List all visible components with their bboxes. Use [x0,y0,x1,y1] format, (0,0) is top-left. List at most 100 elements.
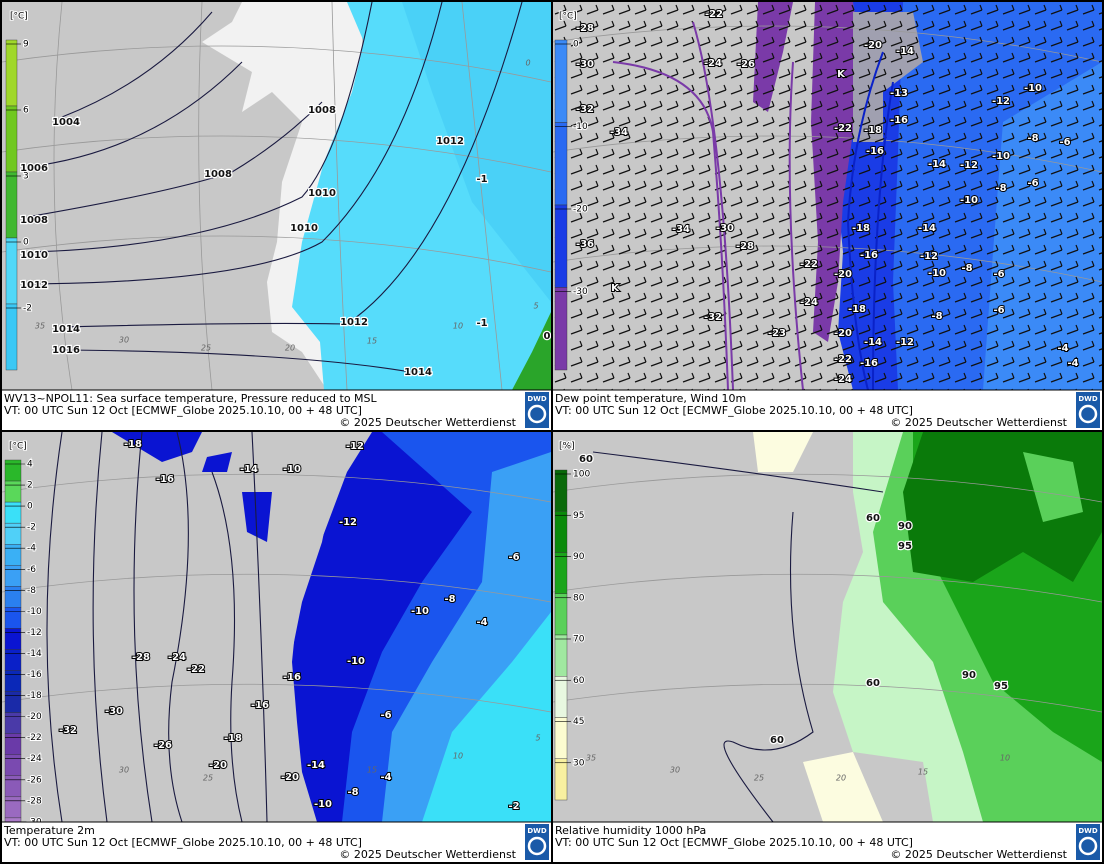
caption-area [2,822,551,862]
legend-label: 45 [573,717,584,727]
contour-label: -10 [1024,83,1042,94]
contour-label: -8 [931,311,942,322]
caption-time: VT: 00 UTC Sun 12 Oct [ECMWF_Globe 2025.… [555,836,913,849]
contour-label: -22 [834,354,852,365]
map-panel: 3530252015106060909560909560[%]100959080… [553,432,1102,862]
contour-label: -26 [737,59,755,70]
contour-label: -2 [508,801,519,812]
contour-label: 0 [544,331,551,342]
legend-label: -18 [27,691,42,701]
legend-label: -14 [27,649,42,659]
contour-label: 1008 [308,105,336,116]
contour-label: -16 [866,146,884,157]
graticule [2,473,551,713]
legend-label: -28 [27,796,42,806]
contour-label: -6 [993,305,1004,316]
legend-swatch [554,287,568,371]
legend-label: -8 [27,586,36,596]
legend-swatch [5,105,18,173]
contour-label: 1012 [20,280,48,291]
legend-swatch [5,171,18,239]
legend-swatch [554,122,568,206]
legend-label: 100 [573,470,590,480]
legend-swatch [4,480,22,503]
contour-label: -34 [672,224,690,235]
contour-label: -20 [209,760,227,771]
legend-swatch [4,586,22,608]
legend-label: -20 [27,712,42,722]
contour-label: -4 [1067,358,1078,369]
legend-swatch [4,691,22,713]
contour-label: -4 [380,772,391,783]
contour-label: 1004 [52,117,80,128]
legend-unit: [°C] [10,12,28,22]
contour-label: -20 [864,40,882,51]
legend-label: 6 [23,106,29,116]
logo-mark [527,836,547,856]
grid-label: 20 [285,344,295,353]
legend-swatch [554,511,568,553]
contour-label: -14 [307,760,325,771]
contour-label: -24 [834,374,852,385]
contour-label: -34 [610,127,628,138]
legend-swatch [4,649,22,671]
caption-title: Dew point temperature, Wind 10m [555,392,746,405]
contour-label: -22 [705,9,723,20]
legend-swatch [4,796,22,819]
contour-label: -8 [1027,133,1038,144]
legend-label: -2 [23,304,32,314]
land [753,432,883,822]
grid-label: 20 [285,774,295,783]
isobar [26,2,523,375]
contour-label: -32 [704,312,722,323]
legend-label: -6 [27,565,36,575]
contour-label: -12 [960,160,978,171]
contour-label: 1006 [20,163,48,174]
legend-swatch [4,544,22,566]
contour-label: -10 [960,195,978,206]
contour-label: -24 [168,652,186,663]
contour-label: -30 [716,223,734,234]
isotherm [846,51,894,391]
contour-label: -12 [992,96,1010,107]
legend-swatch [4,501,22,524]
legend-unit: [°C] [9,442,27,452]
legend-swatch [4,733,22,755]
contour-label: 95 [994,681,1008,692]
legend-swatch [5,237,18,305]
temperature-field [422,612,551,822]
grid-label: 10 [453,322,463,331]
contour-label: 1008 [204,169,232,180]
grid-label: 30 [119,336,129,345]
contour-label: -26 [154,740,172,751]
contour-label: -32 [59,725,77,736]
legend-swatch [554,552,568,594]
contour-label: -14 [864,337,882,348]
caption-area [2,390,551,430]
contour-label: -30 [105,706,123,717]
contour-label: K [837,69,846,80]
legend-label: 95 [573,511,584,521]
contour-label: -20 [834,328,852,339]
contour-label: -10 [928,268,946,279]
grid-label: 0 [525,59,530,68]
grid-label: 20 [836,774,846,783]
land [262,432,357,822]
legend-label: 0 [23,238,29,248]
contour-label: K [611,283,620,294]
isotherm [46,432,268,823]
contour-label: -22 [187,664,205,675]
map-panel: 0510152025303510041006100810081008101010… [2,2,551,430]
contour-label: -10 [347,656,365,667]
contour-label: -6 [380,710,391,721]
contour-label: -22 [800,259,818,270]
contour-label: -18 [848,304,866,315]
legend-swatch [4,522,22,545]
legend-label: -24 [27,754,42,764]
grid-label: 15 [367,766,377,775]
contour-label: -8 [995,183,1006,194]
legend-label: -26 [27,775,42,785]
legend-label: -16 [27,670,42,680]
legend-label: 2 [27,481,33,491]
